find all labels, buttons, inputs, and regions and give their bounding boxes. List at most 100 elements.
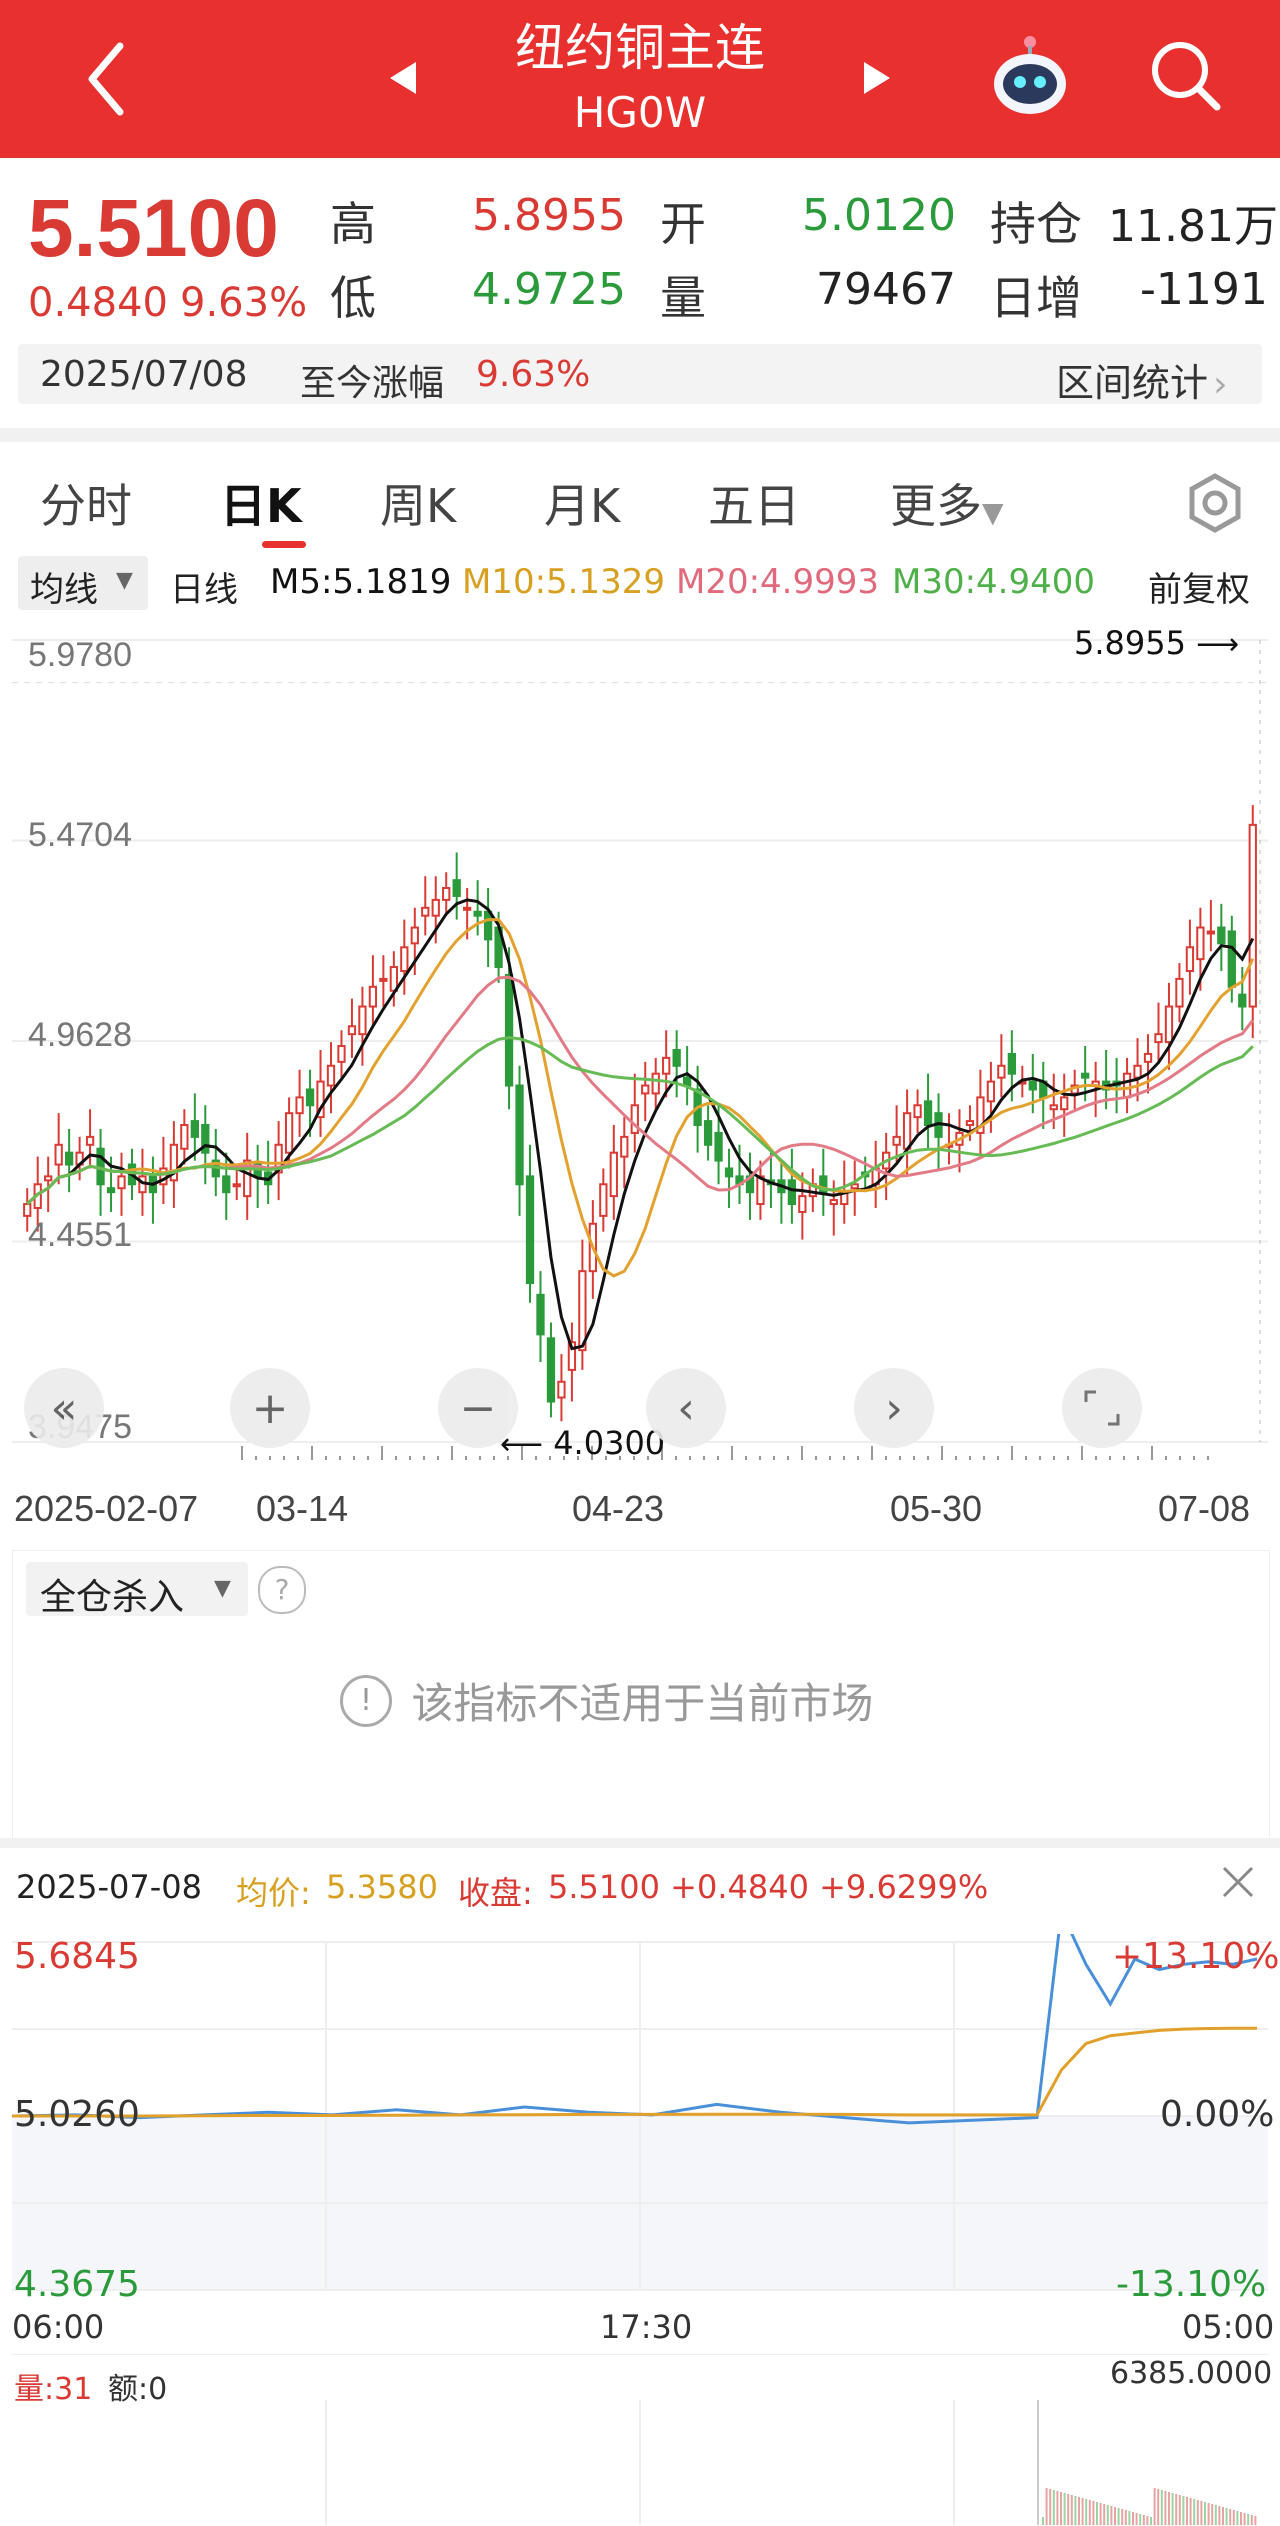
- volume-bar: [1218, 2506, 1221, 2525]
- page-subtitle: HG0W: [573, 88, 707, 137]
- candle-body: [1143, 1052, 1153, 1063]
- plus-icon: +: [251, 1382, 289, 1434]
- volume-bar: [1254, 2516, 1257, 2525]
- candle-body: [1028, 1080, 1037, 1091]
- candle-body: [473, 910, 482, 917]
- volume-bar: [1171, 2493, 1174, 2525]
- volume-bar: [1074, 2496, 1077, 2525]
- volume-bar: [1078, 2497, 1080, 2525]
- tab-intraday[interactable]: 分时: [40, 479, 132, 533]
- close-popup-button[interactable]: [1216, 1860, 1260, 1904]
- x-date-5: 07-08: [1158, 1488, 1251, 1529]
- tab-weekly-k[interactable]: 周K: [380, 479, 457, 533]
- tab-five-day[interactable]: 五日: [708, 479, 800, 533]
- candle-body: [305, 1088, 315, 1107]
- candle-body: [326, 1064, 336, 1087]
- question-icon: ?: [274, 1573, 290, 1606]
- tab-monthly-k[interactable]: 月K: [544, 479, 621, 533]
- zoom-in-button[interactable]: +: [230, 1368, 310, 1448]
- candle-body: [662, 1056, 671, 1075]
- candle-body: [1060, 1096, 1069, 1111]
- scroll-left-button[interactable]: ‹: [646, 1368, 726, 1448]
- candle-body: [504, 973, 514, 1087]
- volume-bar: [1063, 2493, 1066, 2525]
- y-tick-4: 4.4551: [28, 1216, 132, 1254]
- volume-bar: [1160, 2490, 1163, 2525]
- candle-body: [64, 1151, 74, 1166]
- volume-panel: [12, 2354, 1268, 2526]
- candle-body: [609, 1151, 618, 1198]
- intraday-time-mid: 17:30: [600, 2308, 693, 2346]
- intraday-chart[interactable]: [12, 1934, 1268, 2300]
- candle-body: [410, 926, 419, 945]
- prev-contract-button[interactable]: [386, 58, 422, 98]
- candle-body: [515, 1084, 524, 1186]
- ma-selector-label: 均线: [30, 570, 98, 610]
- candle-body: [714, 1131, 723, 1162]
- volume-bar: [1081, 2498, 1084, 2525]
- candle-body: [892, 1135, 901, 1146]
- double-chevron-left-icon: «: [50, 1382, 78, 1434]
- candle-body: [923, 1100, 933, 1127]
- candle-body: [400, 946, 409, 972]
- candle-body: [819, 1175, 828, 1194]
- zoom-out-button[interactable]: −: [438, 1368, 518, 1448]
- indicator-help-button[interactable]: ?: [258, 1566, 306, 1614]
- since-label: 至今涨幅: [300, 363, 445, 404]
- robot-assistant-button[interactable]: [985, 32, 1075, 122]
- scroll-right-button[interactable]: ›: [854, 1368, 934, 1448]
- candle-body: [1196, 926, 1205, 961]
- candle-body: [902, 1112, 912, 1150]
- candle-body: [347, 1025, 357, 1036]
- volume-bar: [1067, 2494, 1070, 2525]
- volume-bar: [1178, 2495, 1181, 2525]
- back-button[interactable]: [78, 34, 138, 124]
- info-icon: !: [340, 1674, 392, 1727]
- fullscreen-button[interactable]: [1062, 1368, 1142, 1448]
- adjust-mode[interactable]: 前复权: [1148, 570, 1250, 610]
- candle-body: [1164, 1005, 1174, 1044]
- candle-body: [316, 1080, 325, 1119]
- volume-bar: [1088, 2500, 1091, 2525]
- indicator-selector[interactable]: 全仓杀入 ▼: [26, 1562, 248, 1618]
- robot-assistant-icon: [994, 36, 1066, 114]
- volume-bar: [1182, 2496, 1185, 2525]
- volume-value: 79467: [816, 264, 956, 315]
- candle-body: [442, 887, 451, 901]
- candle-body: [452, 879, 461, 897]
- candle-body: [421, 906, 430, 917]
- chart-settings-button[interactable]: [1180, 468, 1250, 538]
- volume-bar: [1099, 2503, 1102, 2525]
- tab-more[interactable]: 更多▼: [890, 470, 1004, 536]
- volume-bar: [1117, 2508, 1120, 2525]
- range-stats-button[interactable]: 区间统计 ›: [1056, 352, 1256, 405]
- candle-body: [620, 1135, 629, 1158]
- candle-body: [243, 1159, 252, 1198]
- kline-chart[interactable]: [12, 622, 1268, 1468]
- candle-body: [536, 1293, 545, 1336]
- candle-body: [431, 898, 440, 917]
- candle-body: [169, 1143, 179, 1182]
- candle-body: [1154, 1033, 1163, 1044]
- volume-bar: [1110, 2506, 1113, 2525]
- ma-m30: M30:4.9400: [892, 562, 1096, 602]
- candle-body: [703, 1120, 713, 1146]
- scroll-left-fast-button[interactable]: «: [24, 1368, 104, 1448]
- ma-selector[interactable]: 均线 ▼: [18, 556, 148, 610]
- position-value: 11.81万: [1108, 201, 1278, 252]
- search-button[interactable]: [1145, 35, 1225, 115]
- ma10-line: [26, 918, 1255, 1278]
- candle-body: [483, 910, 493, 941]
- x-date-1: 2025-02-07: [14, 1488, 199, 1529]
- chevron-left-icon: ‹: [677, 1382, 695, 1434]
- candle-body: [232, 1183, 241, 1188]
- gear-icon: [1189, 473, 1241, 533]
- tab-daily-k[interactable]: 日K: [220, 479, 302, 533]
- next-contract-button[interactable]: [858, 58, 894, 98]
- volume-bar: [1056, 2491, 1059, 2525]
- high-value: 5.8955: [472, 190, 626, 241]
- tab-more-label: 更多: [890, 479, 982, 533]
- candle-body: [850, 1183, 859, 1190]
- minus-icon: −: [459, 1382, 497, 1434]
- triangle-right-icon: [864, 62, 890, 94]
